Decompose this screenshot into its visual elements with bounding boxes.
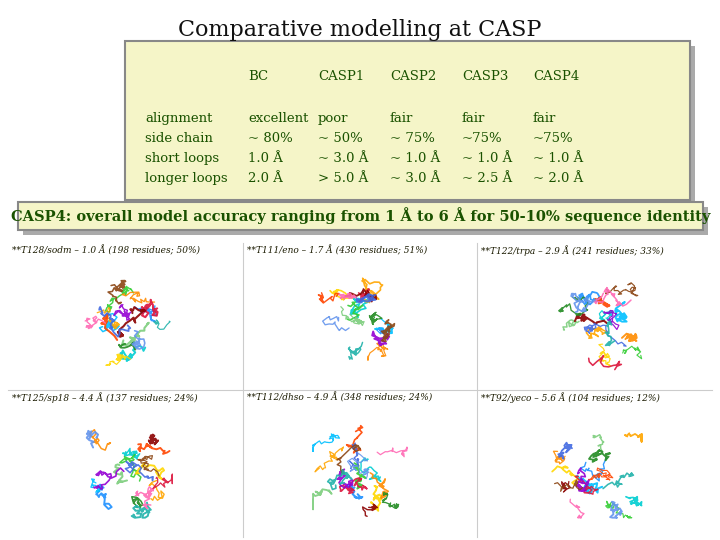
Text: fair: fair xyxy=(390,112,413,125)
Text: **T92/yeco – 5.6 Å (104 residues; 12%): **T92/yeco – 5.6 Å (104 residues; 12%) xyxy=(482,392,660,403)
Text: ~ 1.0 Å: ~ 1.0 Å xyxy=(390,152,440,165)
Text: > 5.0 Å: > 5.0 Å xyxy=(318,172,368,185)
Text: CASP2: CASP2 xyxy=(390,70,436,83)
Text: CASP3: CASP3 xyxy=(462,70,508,83)
Text: ~ 1.0 Å: ~ 1.0 Å xyxy=(533,152,583,165)
Text: ~ 2.5 Å: ~ 2.5 Å xyxy=(462,172,512,185)
Text: ~ 3.0 Å: ~ 3.0 Å xyxy=(390,172,440,185)
Text: short loops: short loops xyxy=(145,152,219,165)
Text: **T122/trpa – 2.9 Å (241 residues; 33%): **T122/trpa – 2.9 Å (241 residues; 33%) xyxy=(482,245,664,256)
Text: alignment: alignment xyxy=(145,112,212,125)
Text: excellent: excellent xyxy=(248,112,308,125)
FancyBboxPatch shape xyxy=(125,40,690,200)
Text: CASP4: CASP4 xyxy=(533,70,580,83)
Text: ~75%: ~75% xyxy=(462,132,503,145)
Text: fair: fair xyxy=(462,112,485,125)
Text: BC: BC xyxy=(248,70,268,83)
Text: fair: fair xyxy=(533,112,557,125)
FancyBboxPatch shape xyxy=(130,45,695,205)
Text: CASP1: CASP1 xyxy=(318,70,364,83)
FancyBboxPatch shape xyxy=(23,206,708,234)
Text: ~ 2.0 Å: ~ 2.0 Å xyxy=(533,172,583,185)
Text: 1.0 Å: 1.0 Å xyxy=(248,152,283,165)
Text: 2.0 Å: 2.0 Å xyxy=(248,172,283,185)
Text: ~ 3.0 Å: ~ 3.0 Å xyxy=(318,152,368,165)
Text: CASP4: overall model accuracy ranging from 1 Å to 6 Å for 50-10% sequence identi: CASP4: overall model accuracy ranging fr… xyxy=(11,207,710,224)
FancyBboxPatch shape xyxy=(18,201,703,229)
Text: ~ 1.0 Å: ~ 1.0 Å xyxy=(462,152,512,165)
Text: Comparative modelling at CASP: Comparative modelling at CASP xyxy=(179,19,541,41)
Text: **T125/sp18 – 4.4 Å (137 residues; 24%): **T125/sp18 – 4.4 Å (137 residues; 24%) xyxy=(12,392,197,403)
Text: poor: poor xyxy=(318,112,348,125)
Text: ~ 75%: ~ 75% xyxy=(390,132,435,145)
Text: **T112/dhso – 4.9 Å (348 residues; 24%): **T112/dhso – 4.9 Å (348 residues; 24%) xyxy=(247,392,432,402)
Text: ~ 50%: ~ 50% xyxy=(318,132,363,145)
Text: **T128/sodm – 1.0 Å (198 residues; 50%): **T128/sodm – 1.0 Å (198 residues; 50%) xyxy=(12,245,200,255)
Text: side chain: side chain xyxy=(145,132,213,145)
Text: **T111/eno – 1.7 Å (430 residues; 51%): **T111/eno – 1.7 Å (430 residues; 51%) xyxy=(247,245,427,255)
Text: longer loops: longer loops xyxy=(145,172,228,185)
Text: ~ 80%: ~ 80% xyxy=(248,132,293,145)
Text: ~75%: ~75% xyxy=(533,132,574,145)
